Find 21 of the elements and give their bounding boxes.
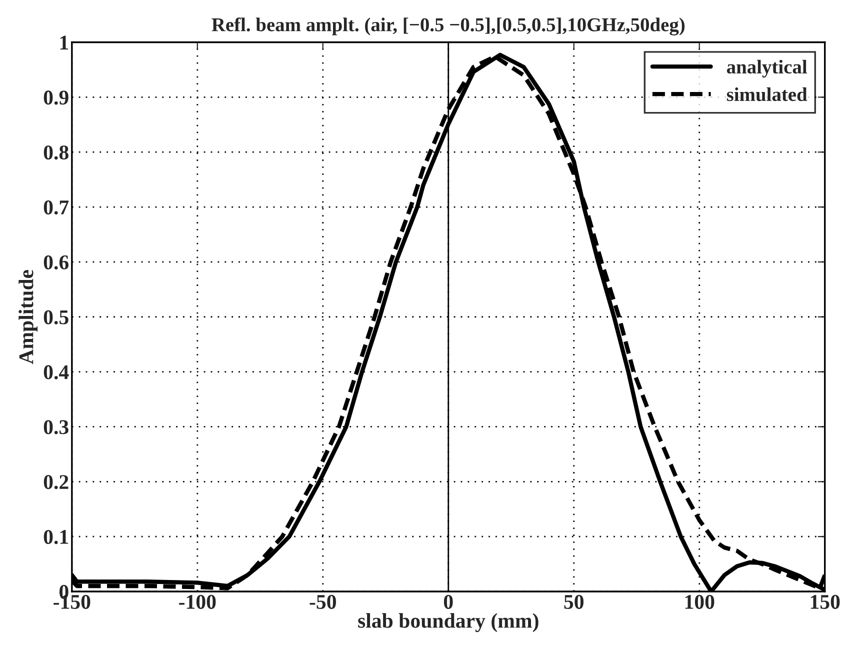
x-tick-label: -50 bbox=[310, 594, 336, 609]
y-tick-label: 0.3 bbox=[44, 420, 68, 434]
y-tick-label: 0.9 bbox=[44, 90, 68, 105]
x-tick-label: 150 bbox=[810, 594, 840, 609]
x-tick-label: 50 bbox=[564, 594, 584, 609]
chart-title: Refl. beam amplt. (air, [−0.5 −0.5],[0.5,0.5],10GHz,50deg) bbox=[212, 17, 685, 36]
x-tick-label: 100 bbox=[685, 594, 714, 609]
x-tick-label: -100 bbox=[179, 594, 216, 609]
y-tick-label: 0.6 bbox=[44, 255, 69, 270]
x-tick-label: 0 bbox=[444, 594, 453, 609]
y-tick-label: 0.1 bbox=[44, 530, 68, 544]
y-tick-label: 0.2 bbox=[44, 475, 68, 490]
y-tick-label: 0.5 bbox=[44, 310, 68, 324]
x-axis-title: slab boundary (mm) bbox=[358, 613, 538, 632]
y-tick-label: 0.8 bbox=[44, 145, 68, 160]
y-tick-label: 1 bbox=[60, 36, 68, 50]
legend-label: simulated bbox=[726, 87, 808, 102]
legend-label: analytical bbox=[726, 60, 808, 78]
y-tick-label: 0.4 bbox=[44, 365, 69, 380]
y-axis-title: Amplitude bbox=[18, 270, 38, 364]
y-tick-label: 0.7 bbox=[44, 200, 69, 215]
